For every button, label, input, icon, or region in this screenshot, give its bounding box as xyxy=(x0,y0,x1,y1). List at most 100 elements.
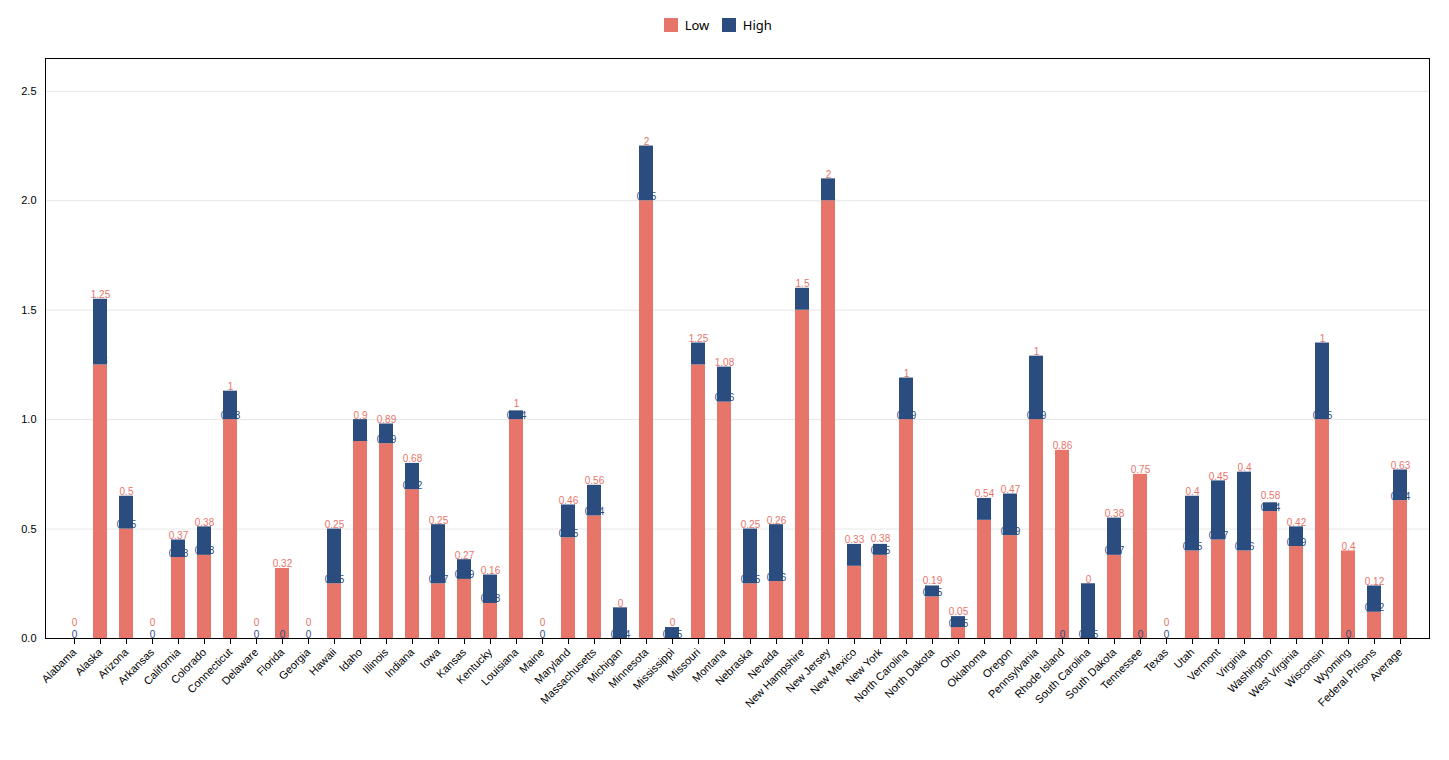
svg-text:0.25: 0.25 xyxy=(741,519,761,530)
svg-text:0: 0 xyxy=(1164,617,1170,628)
svg-text:0.09: 0.09 xyxy=(1287,537,1307,548)
svg-text:0.0: 0.0 xyxy=(21,632,36,644)
svg-text:0.27: 0.27 xyxy=(455,550,475,561)
svg-text:0: 0 xyxy=(1060,629,1066,640)
svg-text:0.1: 0.1 xyxy=(354,432,368,443)
svg-text:1.5: 1.5 xyxy=(796,278,810,289)
svg-text:Idaho: Idaho xyxy=(336,646,364,674)
svg-text:0.38: 0.38 xyxy=(195,517,215,528)
svg-text:0.35: 0.35 xyxy=(1313,410,1333,421)
svg-text:Vermont: Vermont xyxy=(1185,646,1222,683)
svg-text:0.68: 0.68 xyxy=(403,453,423,464)
svg-text:1.25: 1.25 xyxy=(689,333,709,344)
svg-text:0.04: 0.04 xyxy=(1261,502,1281,513)
svg-text:Texas: Texas xyxy=(1142,645,1171,674)
svg-text:0.12: 0.12 xyxy=(403,480,423,491)
svg-text:0.09: 0.09 xyxy=(377,434,397,445)
svg-text:0: 0 xyxy=(72,629,78,640)
svg-text:0.26: 0.26 xyxy=(767,515,787,526)
svg-text:Tennessee: Tennessee xyxy=(1098,646,1144,692)
svg-text:0.14: 0.14 xyxy=(1391,491,1411,502)
svg-text:0.32: 0.32 xyxy=(273,558,293,569)
svg-text:0.25: 0.25 xyxy=(429,515,449,526)
svg-text:0.12: 0.12 xyxy=(1365,602,1385,613)
svg-text:0.05: 0.05 xyxy=(949,618,969,629)
svg-text:0.27: 0.27 xyxy=(1209,530,1229,541)
svg-text:0.89: 0.89 xyxy=(377,414,397,425)
svg-text:0.26: 0.26 xyxy=(767,572,787,583)
svg-text:2.0: 2.0 xyxy=(21,194,36,206)
svg-text:0: 0 xyxy=(1086,574,1092,585)
svg-text:0: 0 xyxy=(540,617,546,628)
svg-text:0: 0 xyxy=(150,617,156,628)
svg-text:0.16: 0.16 xyxy=(715,392,735,403)
svg-text:1: 1 xyxy=(514,398,520,409)
svg-text:0.14: 0.14 xyxy=(585,506,605,517)
svg-text:0.05: 0.05 xyxy=(871,545,891,556)
svg-text:0.27: 0.27 xyxy=(429,574,449,585)
svg-text:0.4: 0.4 xyxy=(1342,541,1356,552)
svg-text:0.12: 0.12 xyxy=(1365,576,1385,587)
svg-text:1.5: 1.5 xyxy=(21,304,36,316)
svg-text:0.45: 0.45 xyxy=(1209,471,1229,482)
svg-text:0.1: 0.1 xyxy=(692,355,706,366)
svg-text:0.15: 0.15 xyxy=(117,519,137,530)
svg-text:0: 0 xyxy=(150,629,156,640)
svg-text:2: 2 xyxy=(644,136,650,147)
svg-text:0: 0 xyxy=(72,617,78,628)
svg-text:0.54: 0.54 xyxy=(975,488,995,499)
svg-text:0.75: 0.75 xyxy=(1131,464,1151,475)
svg-text:0.29: 0.29 xyxy=(1027,410,1047,421)
svg-text:0.47: 0.47 xyxy=(1001,484,1021,495)
svg-text:0.1: 0.1 xyxy=(978,510,992,521)
svg-text:0.25: 0.25 xyxy=(1183,541,1203,552)
svg-text:0.86: 0.86 xyxy=(1053,440,1073,451)
svg-text:0: 0 xyxy=(1138,629,1144,640)
svg-text:0.1: 0.1 xyxy=(822,191,836,202)
svg-text:0.04: 0.04 xyxy=(507,410,527,421)
svg-text:0.13: 0.13 xyxy=(221,410,241,421)
svg-text:0.25: 0.25 xyxy=(1079,629,1099,640)
svg-text:0.36: 0.36 xyxy=(1235,541,1255,552)
svg-text:0.05: 0.05 xyxy=(663,629,683,640)
svg-text:0: 0 xyxy=(306,617,312,628)
svg-text:0.13: 0.13 xyxy=(195,545,215,556)
svg-text:0: 0 xyxy=(1164,629,1170,640)
svg-text:0.38: 0.38 xyxy=(871,533,891,544)
svg-text:1.0: 1.0 xyxy=(21,413,36,425)
svg-text:Indiana: Indiana xyxy=(382,645,417,680)
svg-text:1: 1 xyxy=(1034,346,1040,357)
svg-text:0.25: 0.25 xyxy=(325,519,345,530)
svg-text:Oklahoma: Oklahoma xyxy=(944,645,989,690)
svg-text:0.05: 0.05 xyxy=(949,606,969,617)
svg-text:0.16: 0.16 xyxy=(481,565,501,576)
svg-text:0.33: 0.33 xyxy=(845,534,865,545)
svg-text:0.37: 0.37 xyxy=(169,530,189,541)
svg-text:0.25: 0.25 xyxy=(637,191,657,202)
svg-text:0.5: 0.5 xyxy=(120,486,134,497)
svg-text:0.19: 0.19 xyxy=(923,575,943,586)
svg-text:0.56: 0.56 xyxy=(585,475,605,486)
svg-text:0: 0 xyxy=(254,629,260,640)
svg-text:Nebraska: Nebraska xyxy=(713,645,755,687)
svg-text:0.19: 0.19 xyxy=(897,410,917,421)
svg-text:Georgia: Georgia xyxy=(276,645,313,682)
svg-text:0: 0 xyxy=(306,629,312,640)
svg-text:2.5: 2.5 xyxy=(21,85,36,97)
svg-text:Delaware: Delaware xyxy=(219,646,260,687)
svg-text:0.38: 0.38 xyxy=(1105,508,1125,519)
svg-text:0.19: 0.19 xyxy=(1001,526,1021,537)
svg-text:2: 2 xyxy=(826,169,832,180)
svg-text:Alabama: Alabama xyxy=(39,645,79,685)
svg-text:0: 0 xyxy=(540,629,546,640)
svg-text:0.1: 0.1 xyxy=(796,300,810,311)
svg-text:1: 1 xyxy=(1320,333,1326,344)
svg-text:0: 0 xyxy=(618,598,624,609)
svg-text:0: 0 xyxy=(1346,629,1352,640)
svg-text:Hawaii: Hawaii xyxy=(307,646,339,678)
svg-text:0: 0 xyxy=(280,629,286,640)
svg-text:0.46: 0.46 xyxy=(559,495,579,506)
svg-text:1: 1 xyxy=(904,368,910,379)
svg-text:1.25: 1.25 xyxy=(91,289,111,300)
svg-text:0.5: 0.5 xyxy=(21,523,36,535)
